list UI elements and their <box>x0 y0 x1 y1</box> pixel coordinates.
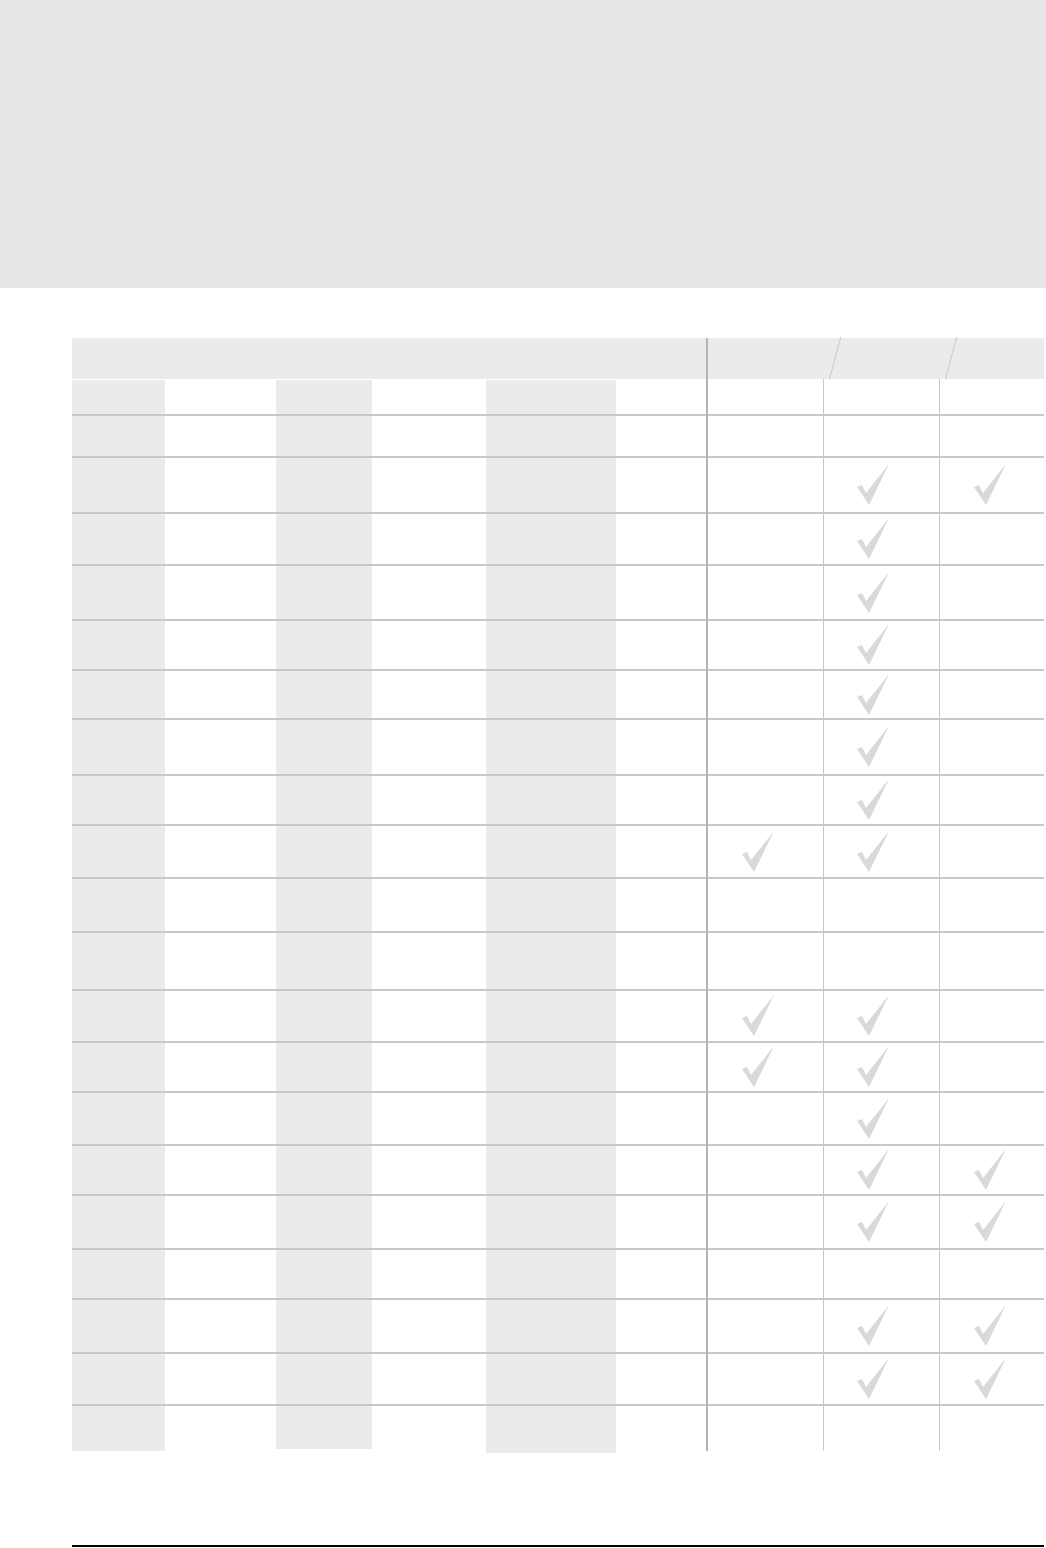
row-divider <box>72 989 1044 991</box>
check-icon <box>857 726 889 767</box>
check-icon <box>974 1358 1006 1399</box>
check-icon <box>857 1097 889 1139</box>
check-icon <box>742 1046 774 1087</box>
row-divider <box>72 564 1044 566</box>
check-icon <box>857 464 889 505</box>
shaded-column <box>276 380 372 1449</box>
check-icon <box>857 1046 889 1087</box>
check-icon <box>857 673 889 715</box>
row-divider <box>72 931 1044 933</box>
check-icon <box>857 1305 889 1346</box>
shaded-column <box>72 380 165 1451</box>
shaded-column <box>486 380 616 1453</box>
row-divider <box>72 1298 1044 1300</box>
row-divider <box>72 1144 1044 1146</box>
row-divider <box>72 456 1044 458</box>
check-icon <box>857 624 889 665</box>
check-icon <box>857 571 889 613</box>
row-divider <box>72 512 1044 514</box>
check-icon <box>857 830 889 872</box>
row-divider <box>72 619 1044 621</box>
check-icon <box>974 464 1006 505</box>
column-divider <box>939 379 940 1451</box>
row-divider <box>72 1248 1044 1250</box>
row-divider <box>72 824 1044 826</box>
table-header <box>72 338 1044 379</box>
check-icon <box>857 518 889 559</box>
check-icon <box>742 995 774 1036</box>
check-icon <box>742 830 774 872</box>
check-icon <box>974 1149 1006 1190</box>
row-divider <box>72 877 1044 879</box>
row-divider <box>72 1041 1044 1043</box>
footer-rule <box>72 1545 1044 1547</box>
check-icon <box>857 995 889 1036</box>
column-divider-main <box>706 338 708 1451</box>
check-icon <box>857 1149 889 1190</box>
check-icon <box>857 1201 889 1242</box>
row-divider <box>72 718 1044 720</box>
row-divider <box>72 1194 1044 1196</box>
row-divider <box>72 1404 1044 1406</box>
header-band <box>0 0 1046 288</box>
row-divider <box>72 774 1044 776</box>
column-divider <box>823 379 824 1451</box>
check-icon <box>857 1358 889 1399</box>
check-icon <box>974 1201 1006 1242</box>
row-divider <box>72 669 1044 671</box>
row-divider <box>72 414 1044 416</box>
row-divider <box>72 1091 1044 1093</box>
row-divider <box>72 1352 1044 1354</box>
check-icon <box>974 1305 1006 1346</box>
check-icon <box>857 779 889 820</box>
